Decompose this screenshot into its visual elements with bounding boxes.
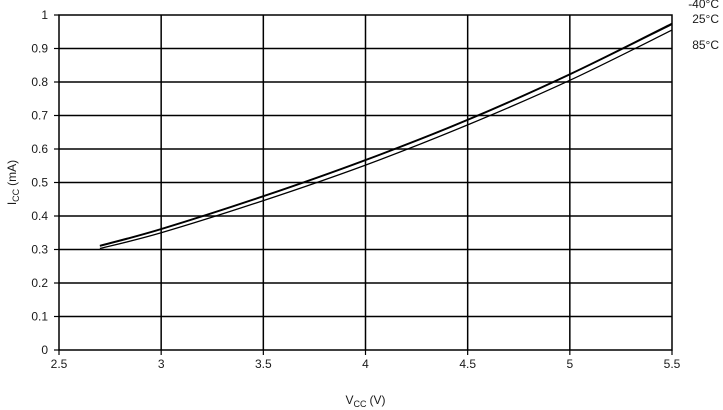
series-line-2 <box>99 29 673 250</box>
x-tick-label: 5.5 <box>664 357 681 371</box>
x-tick-label: 5 <box>566 357 573 371</box>
y-tick-label: 0.8 <box>31 75 48 89</box>
x-tick-labels: 2.5 3 3.5 4 4.5 5 5.5 <box>51 350 681 371</box>
y-tick-label: 0.4 <box>31 209 48 223</box>
y-tick-label: 0.9 <box>31 42 48 56</box>
curves <box>99 22 673 250</box>
series-labels: -40°C25°C 85°C <box>688 0 719 52</box>
y-tick-label: 1 <box>41 8 48 22</box>
grid <box>59 15 672 350</box>
x-axis-label: VCC (V) <box>345 393 385 409</box>
y-tick-label: 0.1 <box>31 310 48 324</box>
series-label-2: 85°C <box>692 38 719 52</box>
series-line-1 <box>99 23 673 247</box>
y-tick-label: 0 <box>41 343 48 357</box>
x-tick-label: 4 <box>362 357 369 371</box>
y-tick-label: 0.7 <box>31 109 48 123</box>
y-tick-label: 0.2 <box>31 276 48 290</box>
y-tick-label: 0.5 <box>31 176 48 190</box>
x-tick-label: 3 <box>158 357 165 371</box>
y-axis-label: ICC(mA) <box>5 160 21 205</box>
y-tick-labels: 0 0.1 0.2 0.3 0.4 0.5 0.6 0.7 0.8 0.9 1 <box>31 8 59 357</box>
series-label-0: -40°C <box>688 0 719 11</box>
series-line-0 <box>99 22 673 247</box>
x-tick-label: 3.5 <box>255 357 272 371</box>
y-tick-label: 0.3 <box>31 243 48 257</box>
y-tick-label: 0.6 <box>31 142 48 156</box>
x-tick-label: 4.5 <box>459 357 476 371</box>
series-label-1: 25°C <box>692 12 719 26</box>
x-tick-label: 2.5 <box>51 357 68 371</box>
